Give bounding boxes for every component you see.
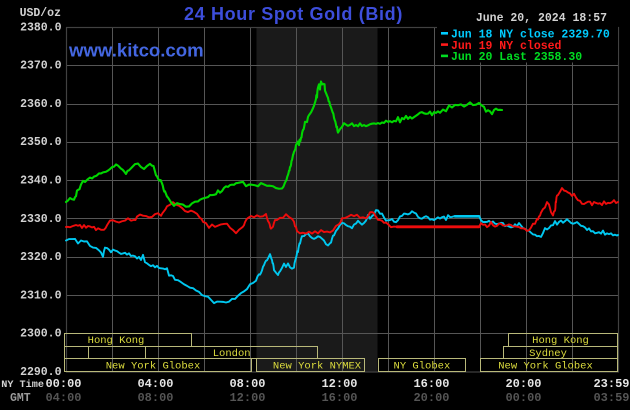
svg-text:16:00: 16:00 [321, 391, 357, 405]
svg-text:2380.0: 2380.0 [20, 21, 62, 34]
svg-text:2350.0: 2350.0 [20, 136, 62, 149]
svg-text:2310.0: 2310.0 [20, 289, 62, 302]
svg-text:23:59: 23:59 [593, 377, 629, 391]
svg-text:USD/oz: USD/oz [20, 7, 62, 20]
svg-text:20:00: 20:00 [413, 391, 449, 405]
svg-text:2290.0: 2290.0 [20, 366, 62, 379]
svg-text:www.kitco.com: www.kitco.com [68, 40, 204, 61]
svg-text:12:00: 12:00 [321, 377, 357, 391]
svg-text:2320.0: 2320.0 [20, 251, 62, 264]
svg-text:Hong Kong: Hong Kong [88, 335, 145, 347]
svg-text:Jun 19 NY closed: Jun 19 NY closed [451, 40, 562, 53]
svg-text:03:59: 03:59 [593, 391, 629, 405]
svg-text:GMT: GMT [10, 392, 31, 405]
svg-text:New York NYMEX: New York NYMEX [273, 360, 362, 372]
svg-text:2340.0: 2340.0 [20, 175, 62, 188]
svg-text:08:00: 08:00 [229, 377, 265, 391]
svg-text:08:00: 08:00 [137, 391, 173, 405]
svg-text:Hong Kong: Hong Kong [532, 335, 589, 347]
svg-text:Jun 20 Last 2358.30: Jun 20 Last 2358.30 [451, 51, 582, 64]
svg-text:Jun 18 NY close 2329.70: Jun 18 NY close 2329.70 [451, 29, 610, 42]
svg-text:Sydney: Sydney [529, 348, 567, 360]
svg-text:New York Globex: New York Globex [498, 360, 593, 372]
svg-text:2370.0: 2370.0 [20, 60, 62, 73]
svg-text:2330.0: 2330.0 [20, 213, 62, 226]
svg-text:04:00: 04:00 [45, 391, 81, 405]
svg-text:24 Hour Spot Gold (Bid): 24 Hour Spot Gold (Bid) [184, 4, 403, 24]
svg-text:June 20, 2024 18:57: June 20, 2024 18:57 [476, 12, 607, 25]
svg-text:00:00: 00:00 [45, 377, 81, 391]
svg-text:12:00: 12:00 [229, 391, 265, 405]
svg-text:00:00: 00:00 [505, 391, 541, 405]
svg-text:04:00: 04:00 [137, 377, 173, 391]
svg-text:New York Globex: New York Globex [106, 360, 201, 372]
svg-text:2360.0: 2360.0 [20, 98, 62, 111]
svg-text:20:00: 20:00 [505, 377, 541, 391]
svg-text:2300.0: 2300.0 [20, 328, 62, 341]
svg-text:NY Globex: NY Globex [394, 360, 451, 372]
svg-text:16:00: 16:00 [413, 377, 449, 391]
svg-text:NY Time: NY Time [1, 379, 44, 391]
svg-text:London: London [213, 348, 251, 360]
